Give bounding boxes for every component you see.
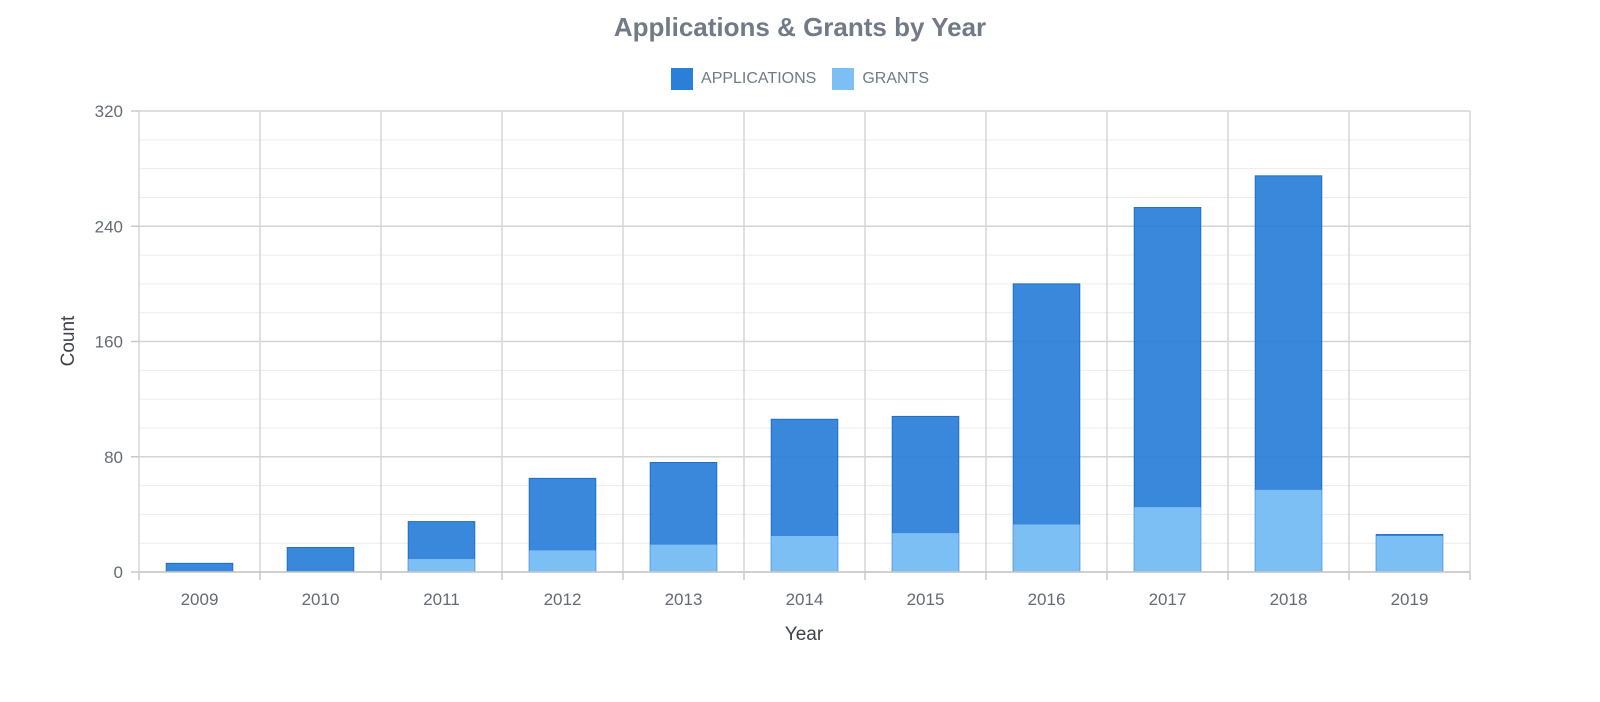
y-tick-label: 80: [104, 448, 123, 467]
bar-grants-2014[interactable]: [771, 535, 838, 572]
x-tick-label: 2016: [1028, 590, 1066, 609]
x-tick-label: 2011: [423, 590, 460, 609]
bar-grants-2019[interactable]: [1376, 535, 1443, 572]
axes: 2009 2010 2011 2012 2013 2014 2015 2016 2017 2018…: [95, 102, 1471, 609]
y-axis-title: Count: [58, 315, 79, 366]
bar-grants-2012[interactable]: [529, 550, 596, 572]
y-tick-label: 160: [95, 333, 123, 352]
x-tick-label: 2017: [1149, 590, 1187, 609]
x-tick-label: 2015: [907, 590, 945, 609]
bar-applications-2016[interactable]: [1012, 283, 1081, 573]
legend-label-applications: APPLICATIONS: [701, 70, 817, 87]
bar-grants-2011[interactable]: [408, 559, 475, 572]
y-tick-label: 320: [95, 102, 123, 121]
x-tick-label: 2018: [1270, 590, 1308, 609]
bar-applications-2009[interactable]: [165, 562, 234, 573]
bar-grants-2018[interactable]: [1255, 489, 1322, 572]
bar-grants-2017[interactable]: [1134, 507, 1201, 572]
chart-title: Applications & Grants by Year: [613, 12, 987, 42]
y-tick-label: 240: [95, 217, 123, 236]
x-axis-title: Year: [785, 624, 824, 645]
bar-applications-2010[interactable]: [286, 547, 355, 573]
bar-grants-2015[interactable]: [892, 533, 959, 572]
legend-item-applications[interactable]: APPLICATIONS: [671, 68, 816, 90]
x-tick-label: 2012: [544, 590, 582, 609]
legend-item-grants[interactable]: GRANTS: [832, 68, 929, 90]
bar-grants-2016[interactable]: [1013, 524, 1080, 572]
legend-swatch-applications: [671, 68, 694, 90]
y-tick-label: 0: [114, 563, 123, 582]
legend-swatch-grants: [832, 68, 855, 90]
x-tick-label: 2009: [181, 590, 219, 609]
x-tick-label: 2014: [786, 590, 824, 609]
bar-grants-2013[interactable]: [650, 544, 717, 572]
x-tick-label: 2019: [1391, 590, 1429, 609]
bars: [165, 175, 1444, 573]
legend-label-grants: GRANTS: [862, 70, 929, 87]
x-tick-label: 2010: [302, 590, 340, 609]
legend: APPLICATIONS GRANTS: [0, 68, 1600, 90]
x-tick-label: 2013: [665, 590, 703, 609]
